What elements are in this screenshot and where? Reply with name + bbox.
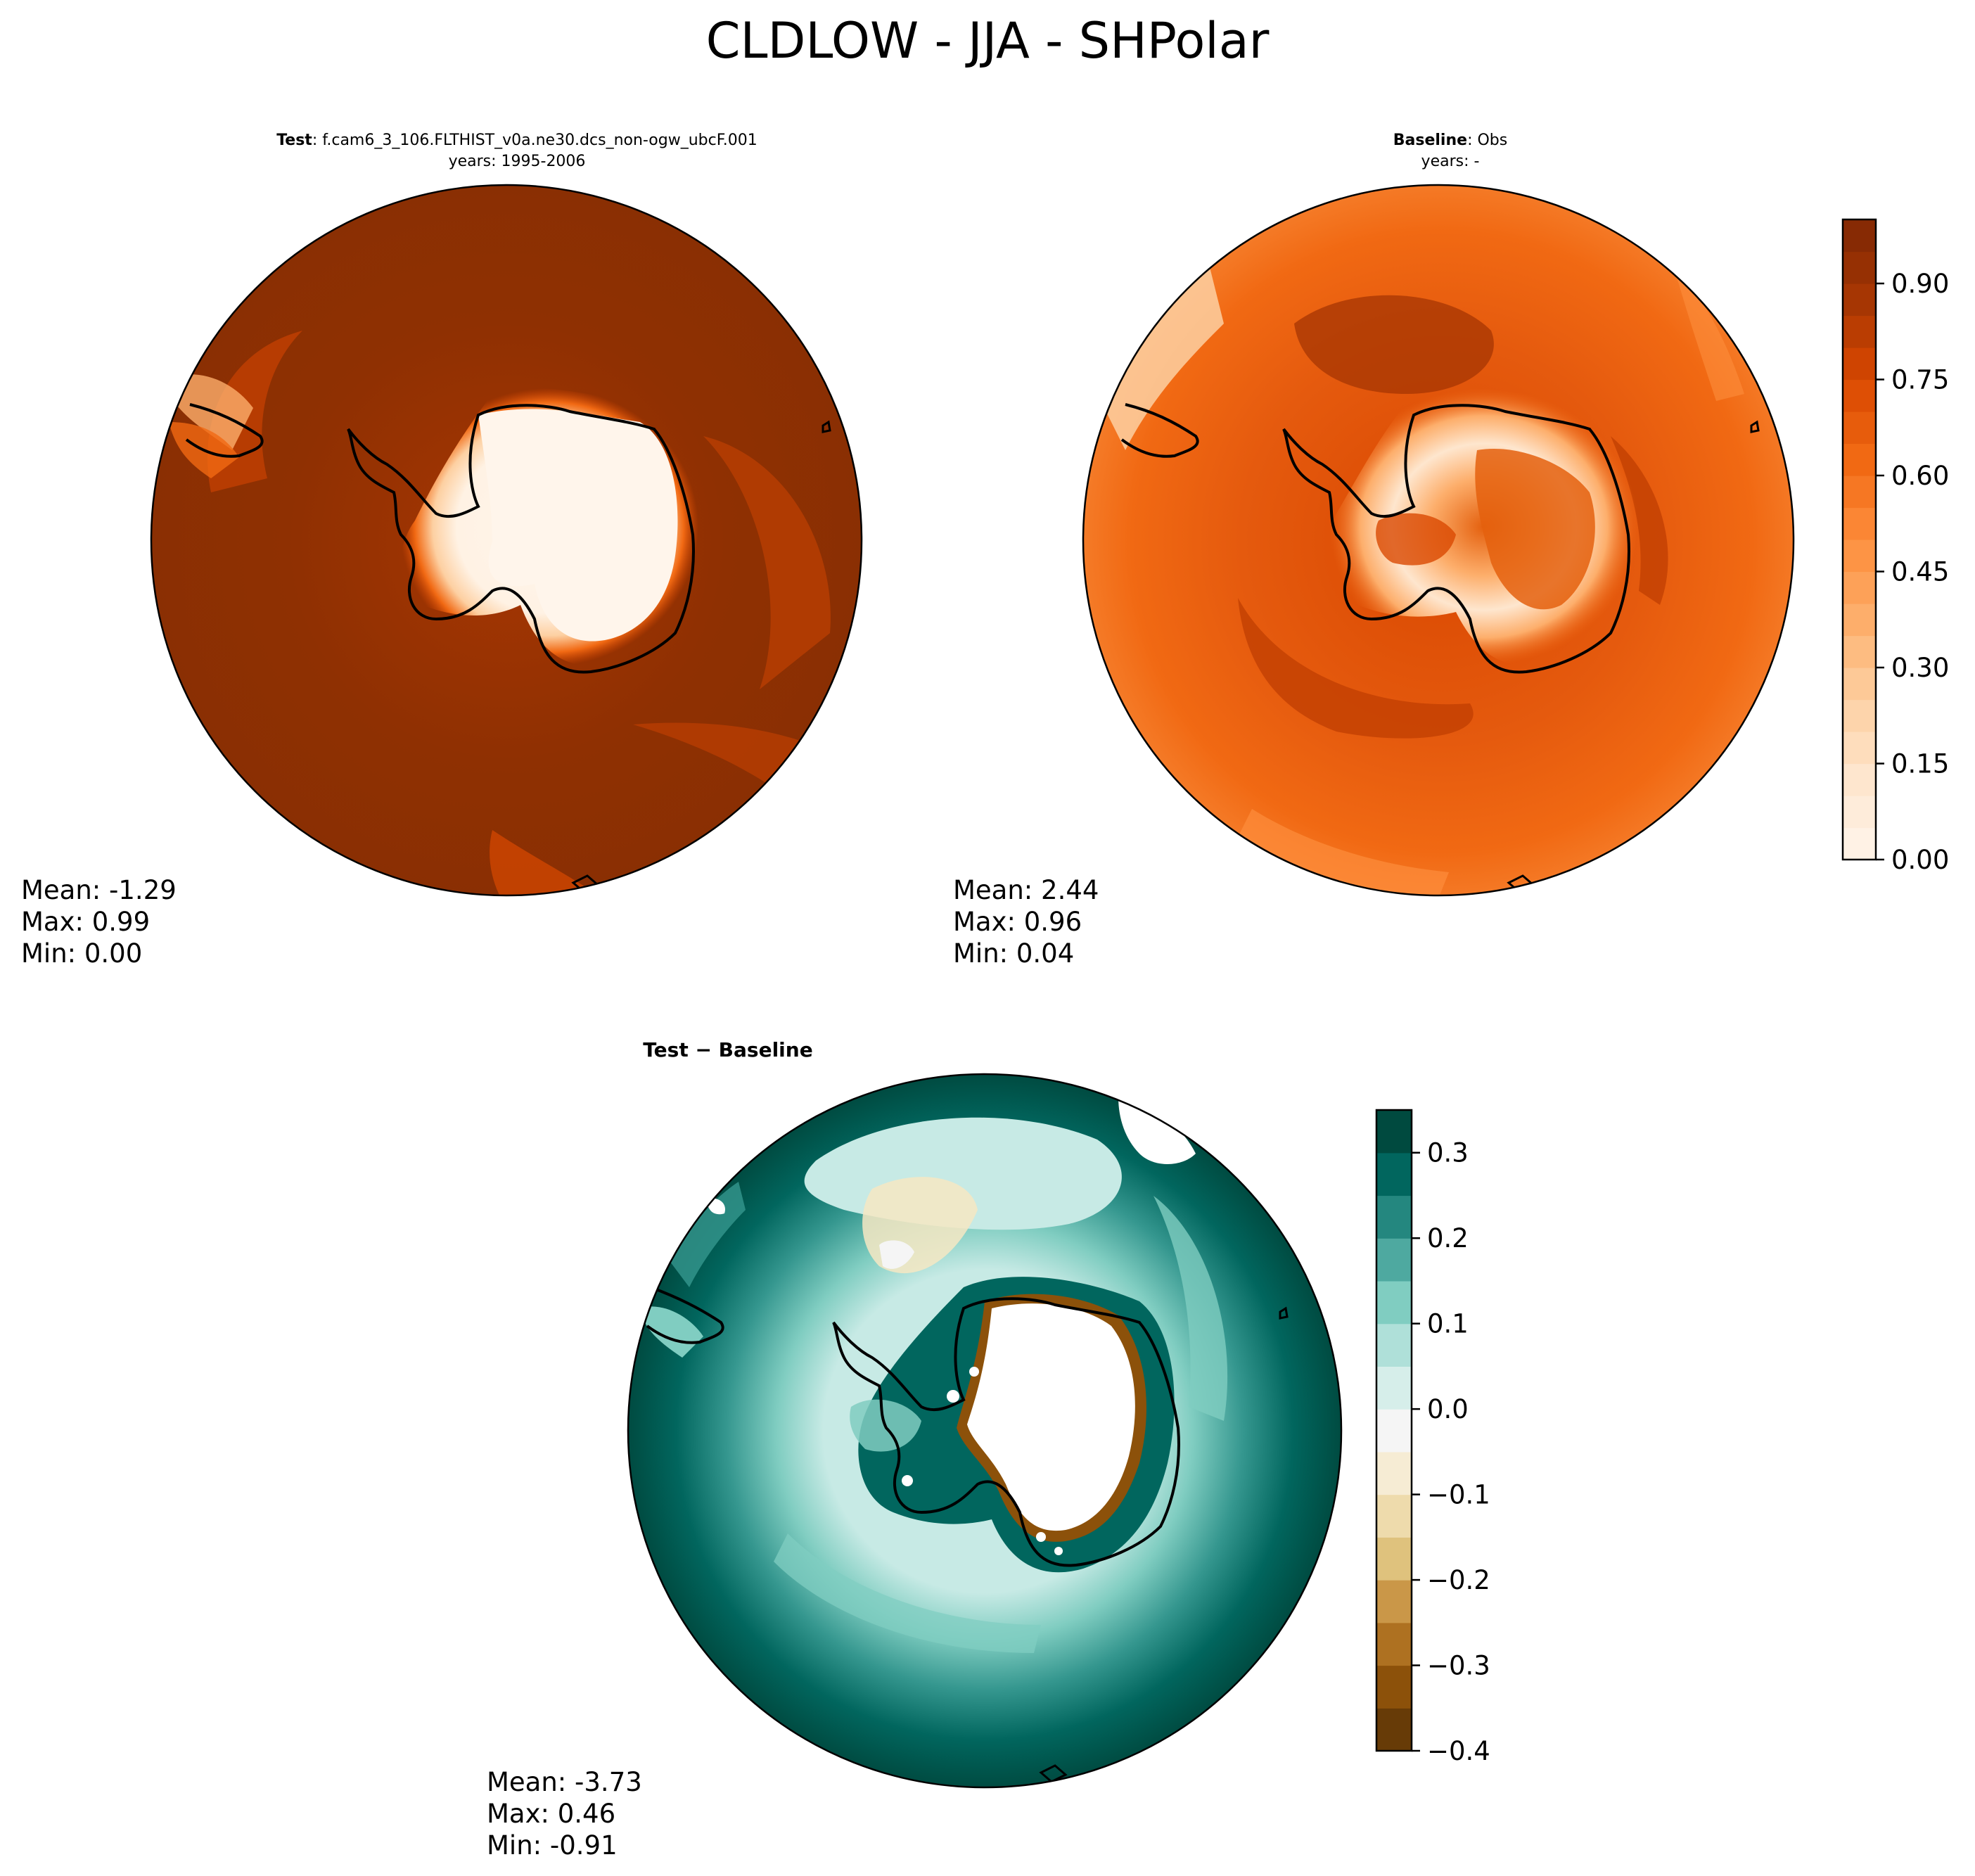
sequential-colorbar-band: [1843, 251, 1876, 284]
diverging-colorbar-band: [1376, 1622, 1412, 1666]
sequential-colorbar-band: [1843, 827, 1876, 860]
baseline-panel-title: Baseline: Obs: [1393, 132, 1507, 149]
sequential-colorbar-band: [1843, 699, 1876, 732]
baseline-stat-min: Min: 0.04: [953, 938, 1074, 969]
diff-stat-max: Max: 0.46: [487, 1799, 615, 1829]
diverging-colorbar-band: [1376, 1451, 1412, 1495]
test-map: [151, 185, 862, 895]
diverging-colorbar-band: [1376, 1580, 1412, 1623]
sequential-colorbar-band: [1843, 540, 1876, 573]
diverging-colorbar-band: [1376, 1366, 1412, 1410]
test-stat-mean: Mean: -1.29: [21, 875, 177, 905]
diff-map-frame: [627, 1073, 1343, 1789]
sequential-colorbar-tick-label: 0.90: [1891, 269, 1949, 299]
sequential-colorbar-band: [1843, 763, 1876, 796]
baseline-stat-max: Max: 0.96: [953, 907, 1082, 937]
diverging-colorbar-band: [1376, 1494, 1412, 1538]
baseline-map-frame: [1082, 184, 1795, 897]
sequential-colorbar-band: [1843, 411, 1876, 445]
sequential-colorbar-tick-label: 0.75: [1891, 365, 1949, 395]
diverging-colorbar-frame: [1375, 1109, 1413, 1752]
sequential-colorbar-band: [1843, 668, 1876, 701]
diverging-colorbar-tick-label: −0.4: [1427, 1736, 1490, 1766]
sequential-colorbar-band: [1843, 476, 1876, 509]
diverging-colorbar-band: [1376, 1665, 1412, 1709]
sequential-colorbar-frame: [1841, 218, 1877, 861]
test-panel: Test: f.cam6_3_106.FLTHIST_v0a.ne30.dcs_…: [21, 132, 863, 969]
diverging-colorbar-tick-label: 0.2: [1427, 1223, 1469, 1253]
diff-stat-mean: Mean: -3.73: [487, 1767, 642, 1797]
diverging-colorbar-tick-label: 0.1: [1427, 1309, 1469, 1339]
diverging-colorbar-tick-label: 0.0: [1427, 1394, 1469, 1424]
sequential-colorbar-tick-label: 0.15: [1891, 749, 1949, 779]
diverging-colorbar-band: [1376, 1323, 1412, 1367]
sequential-colorbar-band: [1843, 732, 1876, 765]
diverging-colorbar-band: [1376, 1537, 1412, 1581]
sequential-colorbar-band: [1843, 347, 1876, 381]
baseline-title-bold: Baseline: [1393, 132, 1467, 149]
diverging-colorbar-band: [1376, 1238, 1412, 1282]
sequential-colorbar-band: [1843, 796, 1876, 829]
baseline-panel: Baseline: Obs years: - Mean: 2.44 Max:: [953, 132, 1795, 969]
diverging-colorbar-tick-label: 0.3: [1427, 1138, 1469, 1168]
sequential-colorbar-band: [1843, 283, 1876, 317]
diverging-colorbar-ticks: 0.3 0.2 0.1 0.0 −0.1 −0.2 −0.3 −0.4: [1412, 1138, 1490, 1766]
sequential-colorbar-tick-label: 0.00: [1891, 845, 1949, 875]
sequential-colorbar-tick-label: 0.45: [1891, 557, 1949, 587]
diverging-colorbar-tick-label: −0.1: [1427, 1480, 1490, 1510]
test-stat-max: Max: 0.99: [21, 907, 150, 937]
diff-stat-min: Min: -0.91: [487, 1830, 618, 1861]
baseline-map: [1083, 185, 1794, 895]
diverging-colorbar: 0.3 0.2 0.1 0.0 −0.1 −0.2 −0.3 −0.4: [1375, 1109, 1490, 1766]
sequential-colorbar-tick-label: 0.30: [1891, 653, 1949, 683]
test-map-frame: [150, 184, 863, 897]
figure-title: CLDLOW - JJA - SHPolar: [706, 12, 1270, 70]
sequential-colorbar-band: [1843, 571, 1876, 604]
diff-panel-title: Test − Baseline: [643, 1038, 812, 1061]
baseline-panel-years: years: -: [1421, 153, 1480, 170]
test-stat-min: Min: 0.00: [21, 938, 142, 969]
diverging-colorbar-band: [1376, 1280, 1412, 1325]
diverging-colorbar-band: [1376, 1409, 1412, 1453]
diverging-colorbar-band: [1376, 1708, 1412, 1751]
diverging-colorbar-band: [1376, 1110, 1412, 1154]
baseline-stat-mean: Mean: 2.44: [953, 875, 1099, 905]
sequential-colorbar-ticks: 0.00 0.15 0.30 0.45 0.60 0.75 0.90: [1876, 269, 1949, 875]
diverging-colorbar-band: [1376, 1195, 1412, 1239]
sequential-colorbar-band: [1843, 219, 1876, 253]
baseline-title-rest: : Obs: [1467, 132, 1507, 149]
sequential-colorbar-band: [1843, 379, 1876, 412]
sequential-colorbar-band: [1843, 443, 1876, 476]
diverging-colorbar-band: [1376, 1152, 1412, 1197]
sequential-colorbar-tick-label: 0.60: [1891, 461, 1949, 491]
test-panel-years: years: 1995-2006: [449, 153, 586, 170]
diverging-colorbar-tick-label: −0.2: [1427, 1565, 1490, 1595]
diff-map: [628, 1074, 1341, 1787]
sequential-colorbar-band: [1843, 507, 1876, 540]
sequential-colorbar-band: [1843, 604, 1876, 637]
sequential-colorbar-bands: [1843, 219, 1876, 860]
diverging-colorbar-bands: [1376, 1110, 1412, 1751]
sequential-colorbar-band: [1843, 635, 1876, 668]
sequential-colorbar-band: [1843, 315, 1876, 348]
test-title-rest: : f.cam6_3_106.FLTHIST_v0a.ne30.dcs_non-…: [312, 132, 758, 149]
sequential-colorbar: 0.00 0.15 0.30 0.45 0.60 0.75 0.90: [1841, 218, 1949, 875]
diverging-colorbar-tick-label: −0.3: [1427, 1651, 1490, 1681]
test-title-bold: Test: [276, 132, 312, 149]
diff-panel: Test − Baseline: [487, 1038, 1343, 1861]
test-panel-title: Test: f.cam6_3_106.FLTHIST_v0a.ne30.dcs_…: [276, 132, 758, 149]
